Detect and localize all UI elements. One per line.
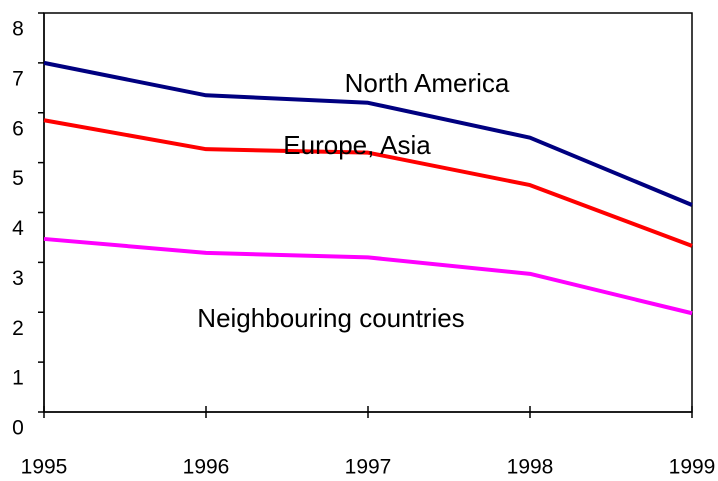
series-line (43, 60, 693, 207)
x-tick-label: 1997 (345, 456, 392, 479)
y-tick-label: 3 (12, 267, 24, 290)
y-tick-label: 4 (12, 217, 24, 240)
y-tick-label: 8 (12, 18, 24, 41)
x-tick-label: 1998 (507, 456, 554, 479)
x-tick-label: 1999 (669, 456, 716, 479)
y-tick-label: 7 (12, 67, 24, 90)
y-tick-label: 1 (12, 367, 24, 390)
x-tick-label: 1995 (21, 456, 68, 479)
series-label: Neighbouring countries (197, 303, 464, 333)
x-tick-label: 1996 (183, 456, 230, 479)
series-line (43, 118, 693, 248)
series-label: Europe, Asia (283, 130, 431, 160)
y-tick-label: 0 (12, 417, 24, 440)
y-tick-label: 6 (12, 117, 24, 140)
series-line (43, 236, 693, 316)
y-tick-label: 5 (12, 167, 24, 190)
series-label: North America (345, 68, 510, 98)
y-tick-label: 2 (12, 317, 24, 340)
